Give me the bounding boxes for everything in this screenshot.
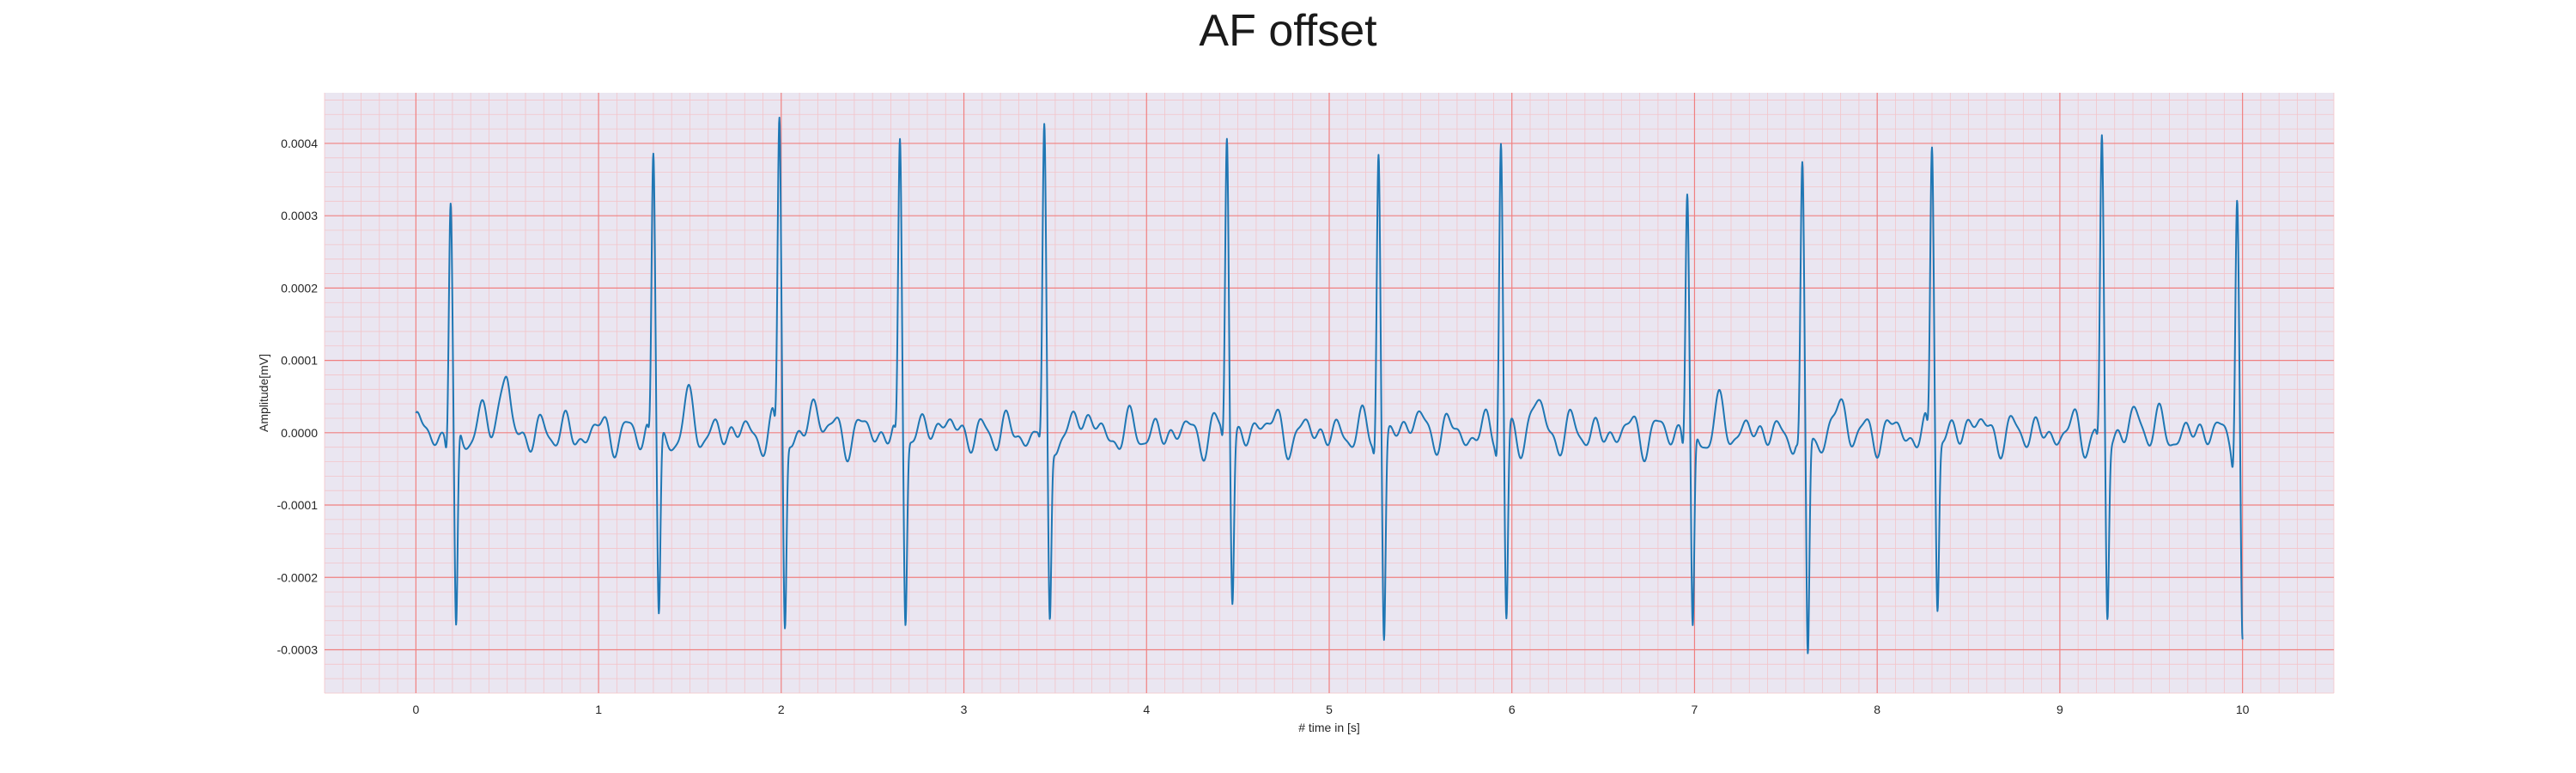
y-tick-label: -0.0003 (277, 642, 319, 656)
x-tick-label: 7 (1692, 703, 1698, 716)
x-tick-label: 2 (778, 703, 785, 716)
series-line (415, 116, 2244, 654)
x-tick-label: 9 (2057, 703, 2063, 716)
x-tick-label: 10 (2236, 703, 2250, 716)
y-tick-label: 0.0003 (281, 209, 318, 222)
series-layer (415, 116, 2244, 654)
y-tick-label: 0.0000 (281, 426, 318, 440)
y-tick-label: 0.0001 (281, 354, 318, 368)
x-tick-label: 3 (961, 703, 968, 716)
x-axis-ticks: 0 1 2 3 4 5 6 7 8 9 10 (412, 703, 2249, 716)
x-tick-label: 4 (1143, 703, 1150, 716)
x-tick-label: 8 (1874, 703, 1880, 716)
x-tick-label: 0 (412, 703, 419, 716)
x-tick-label: 5 (1326, 703, 1333, 716)
y-axis-ticks: -0.0003 -0.0002 -0.0001 0.0000 0.0001 0.0002 0… (277, 137, 319, 657)
y-tick-label: 0.0002 (281, 281, 318, 295)
y-tick-label: -0.0001 (277, 498, 319, 512)
y-axis-label: Amplitude[mV] (257, 354, 270, 432)
y-tick-label: 0.0004 (281, 137, 318, 150)
chart-title: AF offset (1199, 6, 1377, 56)
x-tick-label: 1 (595, 703, 602, 716)
y-tick-label: -0.0002 (277, 570, 319, 584)
x-tick-label: 6 (1509, 703, 1516, 716)
x-axis-label: # time in [s] (1298, 721, 1360, 734)
